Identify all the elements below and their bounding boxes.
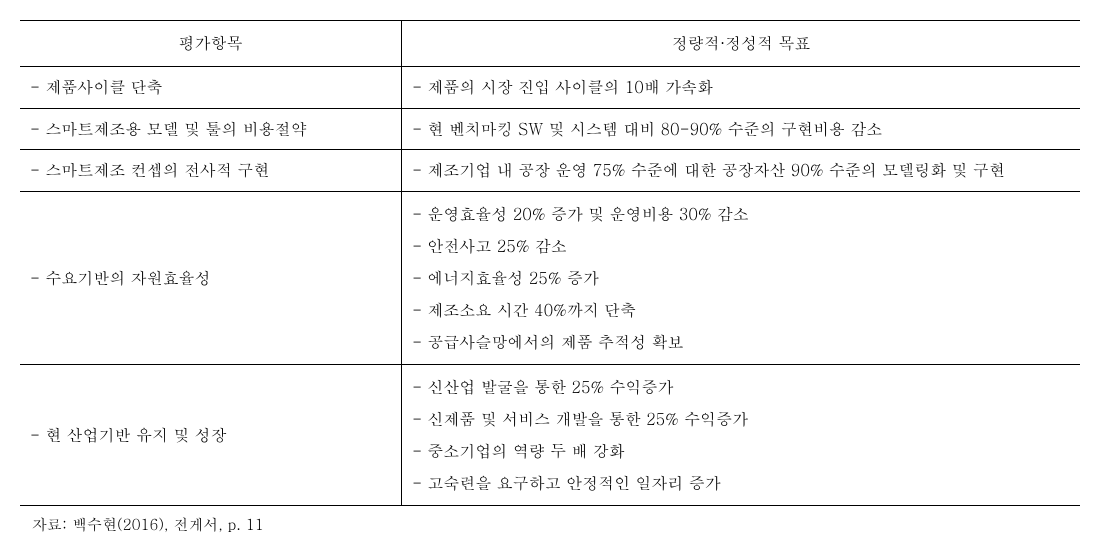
cell-target: - 제품의 시장 진입 사이클의 10배 가속화 (402, 66, 1080, 108)
table-header-row: 평가항목 정량적·정성적 목표 (20, 21, 1080, 67)
table-row: - 수요기반의 자원효율성 - 운영효율성 20% 증가 및 운영비용 30% … (20, 192, 1080, 365)
cell-target: - 현 벤치마킹 SW 및 시스템 대비 80-90% 수준의 구현비용 감소 (402, 108, 1080, 150)
cell-target: - 운영효율성 20% 증가 및 운영비용 30% 감소- 안전사고 25% 감… (402, 192, 1080, 365)
source-citation: 자료: 백수현(2016), 전게서, p. 11 (20, 514, 1080, 535)
table-row: - 현 산업기반 유지 및 성장 - 신산업 발굴을 통한 25% 수익증가- … (20, 365, 1080, 506)
cell-item: - 스마트제조 컨셉의 전사적 구현 (20, 150, 402, 192)
cell-item: - 수요기반의 자원효율성 (20, 192, 402, 365)
cell-item: - 스마트제조용 모델 및 툴의 비용절약 (20, 108, 402, 150)
cell-item: - 현 산업기반 유지 및 성장 (20, 365, 402, 506)
header-target: 정량적·정성적 목표 (402, 21, 1080, 67)
evaluation-table: 평가항목 정량적·정성적 목표 - 제품사이클 단축 - 제품의 시장 진입 사… (20, 20, 1080, 506)
table-row: - 스마트제조용 모델 및 툴의 비용절약 - 현 벤치마킹 SW 및 시스템 … (20, 108, 1080, 150)
table-row: - 제품사이클 단축 - 제품의 시장 진입 사이클의 10배 가속화 (20, 66, 1080, 108)
cell-item: - 제품사이클 단축 (20, 66, 402, 108)
header-evaluation-item: 평가항목 (20, 21, 402, 67)
table-row: - 스마트제조 컨셉의 전사적 구현 - 제조기업 내 공장 운영 75% 수준… (20, 150, 1080, 192)
cell-target: - 신산업 발굴을 통한 25% 수익증가- 신제품 및 서비스 개발을 통한 … (402, 365, 1080, 506)
cell-target: - 제조기업 내 공장 운영 75% 수준에 대한 공장자산 90% 수준의 모… (402, 150, 1080, 192)
